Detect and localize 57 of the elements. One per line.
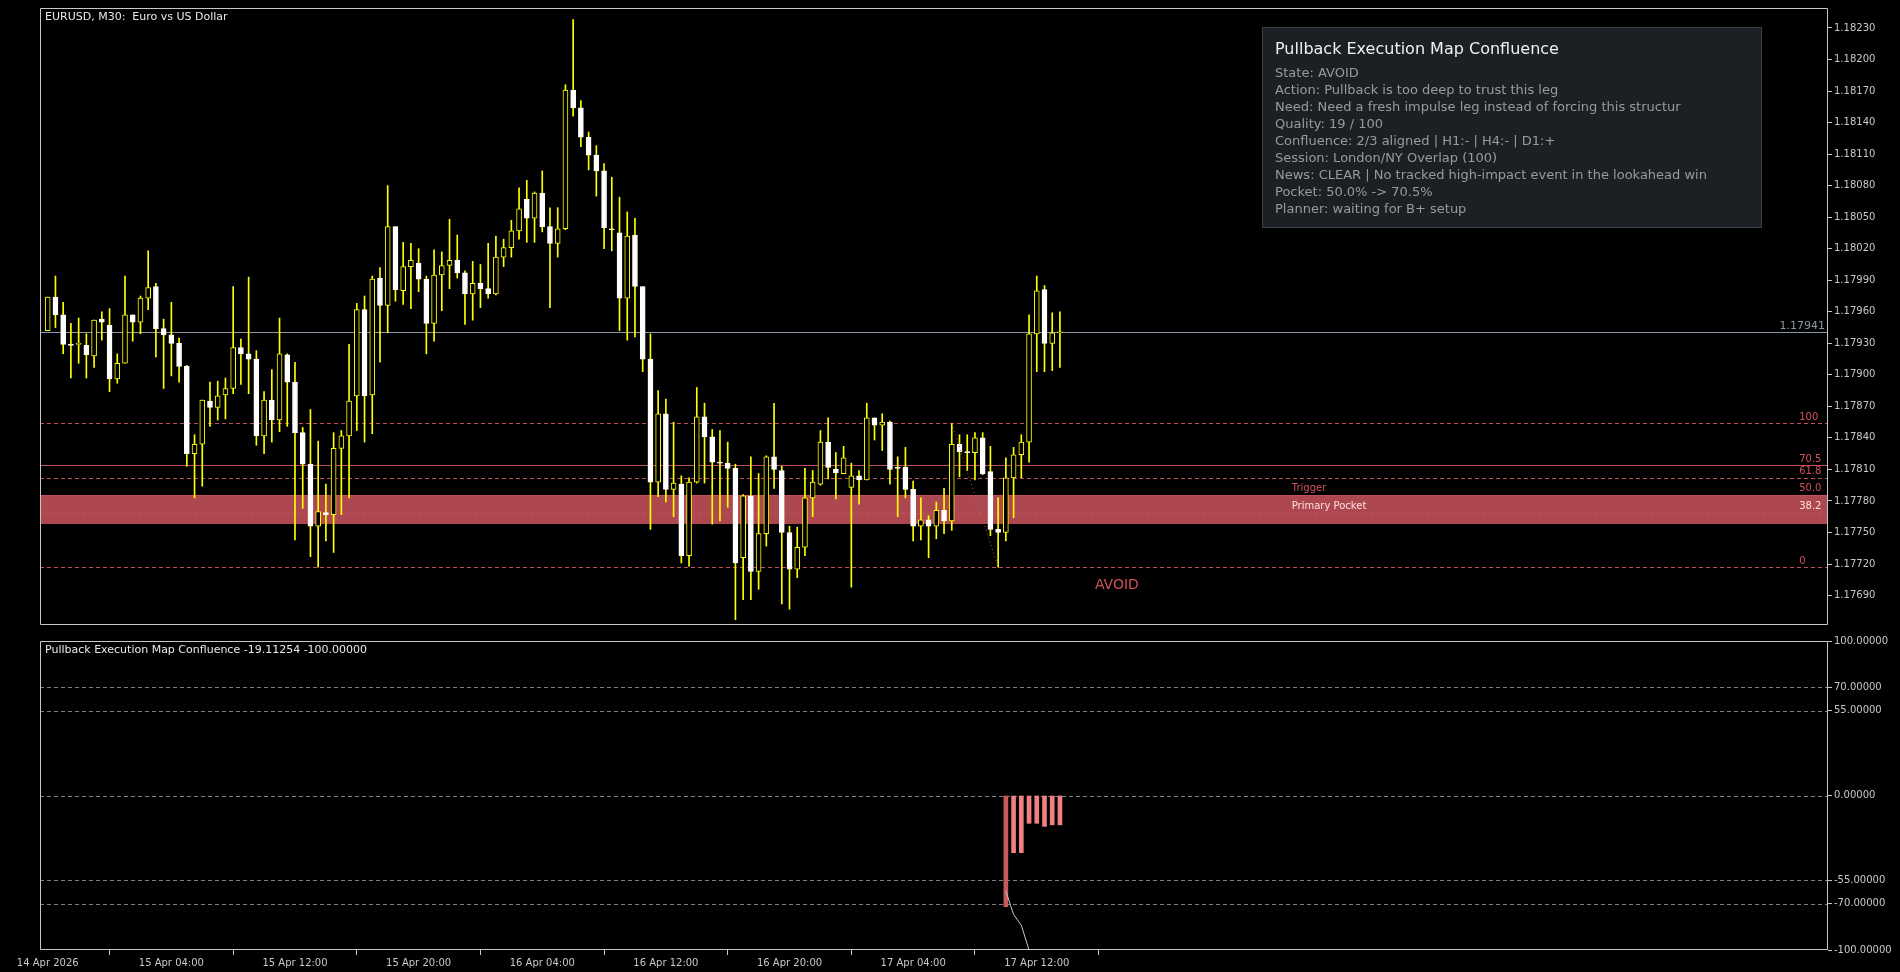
y-tick-label: 0.00000 [1834,789,1876,801]
y-tick-label: 1.17870 [1834,399,1876,411]
x-tick-label: 17 Apr 12:00 [1004,956,1070,968]
y-tick-label: 1.18140 [1834,116,1876,128]
y-tick-label: 1.17930 [1834,336,1876,348]
annotation: Quality: 19 / 100 [1275,115,1385,132]
y-tick-label: 1.18080 [1834,179,1876,191]
x-tick-label: 15 Apr 20:00 [386,956,452,968]
x-tick-label: 14 Apr 2026 [16,956,79,968]
x-tick-label: 17 Apr 04:00 [880,956,946,968]
y-tick-label: 1.18230 [1834,21,1876,33]
y-tick-label: 1.18200 [1834,53,1876,65]
y-tick-label: 1.18020 [1834,242,1876,254]
annotation: 0 [1799,554,1806,566]
y-tick-label: 1.18110 [1834,147,1876,159]
y-tick-label: -55.00000 [1834,874,1886,886]
y-tick-label: 1.17990 [1834,273,1876,285]
y-tick-label: 100.00000 [1834,634,1889,646]
annotation: Trigger [1290,482,1328,494]
x-tick-label: 16 Apr 20:00 [756,956,823,968]
y-tick-label: 1.17810 [1834,463,1876,475]
y-tick-label: 1.17780 [1834,494,1876,506]
y-tick-label: 1.17840 [1834,431,1876,443]
x-tick-label: 15 Apr 04:00 [138,956,204,968]
annotation: 70.5 [1799,452,1822,464]
annotation: 50.0 [1799,482,1822,494]
y-tick-label: -100.00000 [1834,943,1892,955]
annotation: 61.8 [1799,465,1822,477]
x-tick-label: 15 Apr 12:00 [262,956,328,968]
annotation: 100 [1799,410,1819,422]
ref-line-label: 1.17941 [1779,318,1825,332]
y-tick-label: 1.17960 [1834,305,1876,317]
y-tick-label: 1.17720 [1834,557,1876,569]
y-tick-label: 1.17690 [1834,589,1876,601]
chart-title: EURUSD, M30: Euro vs US Dollar [45,10,229,24]
x-tick-label: 16 Apr 04:00 [509,956,575,968]
y-tick-label: 70.00000 [1834,680,1882,692]
annotation: 38.2 [1799,500,1822,512]
y-tick-label: 1.18170 [1834,84,1876,96]
chart-title: Pullback Execution Map Confluence -19.11254 -100.00000 [45,643,368,657]
y-tick-label: -70.00000 [1834,897,1886,909]
y-tick-label: 1.17750 [1834,526,1876,538]
annotation: Pocket: 50.0% -> 70.5% [1275,183,1434,200]
annotation: AVOID [1094,575,1139,592]
text: Pullback Execution Map Confluence [1275,38,1560,60]
y-tick-label: 55.00000 [1834,704,1882,716]
x-tick-label: 16 Apr 12:00 [633,956,699,968]
annotation: Planner: waiting for B+ setup [1275,200,1468,217]
y-tick-label: 1.17900 [1834,368,1876,380]
annotation: News: CLEAR | No tracked high-impact event in the lookahead win [1275,166,1708,183]
annotation: Primary Pocket [1291,500,1367,512]
y-tick-label: 1.18050 [1834,210,1876,222]
annotation: Action: Pullback is too deep to trust this leg [1275,81,1560,98]
annotation: Confluence: 2/3 aligned | H1:- | H4:- | D1:+ [1275,132,1557,149]
annotation: Session: London/NY Overlap (100) [1275,149,1499,166]
annotation: State: AVOID [1275,64,1360,81]
annotation: Need: Need a fresh impulse leg instead of forcing this structur [1275,98,1682,115]
